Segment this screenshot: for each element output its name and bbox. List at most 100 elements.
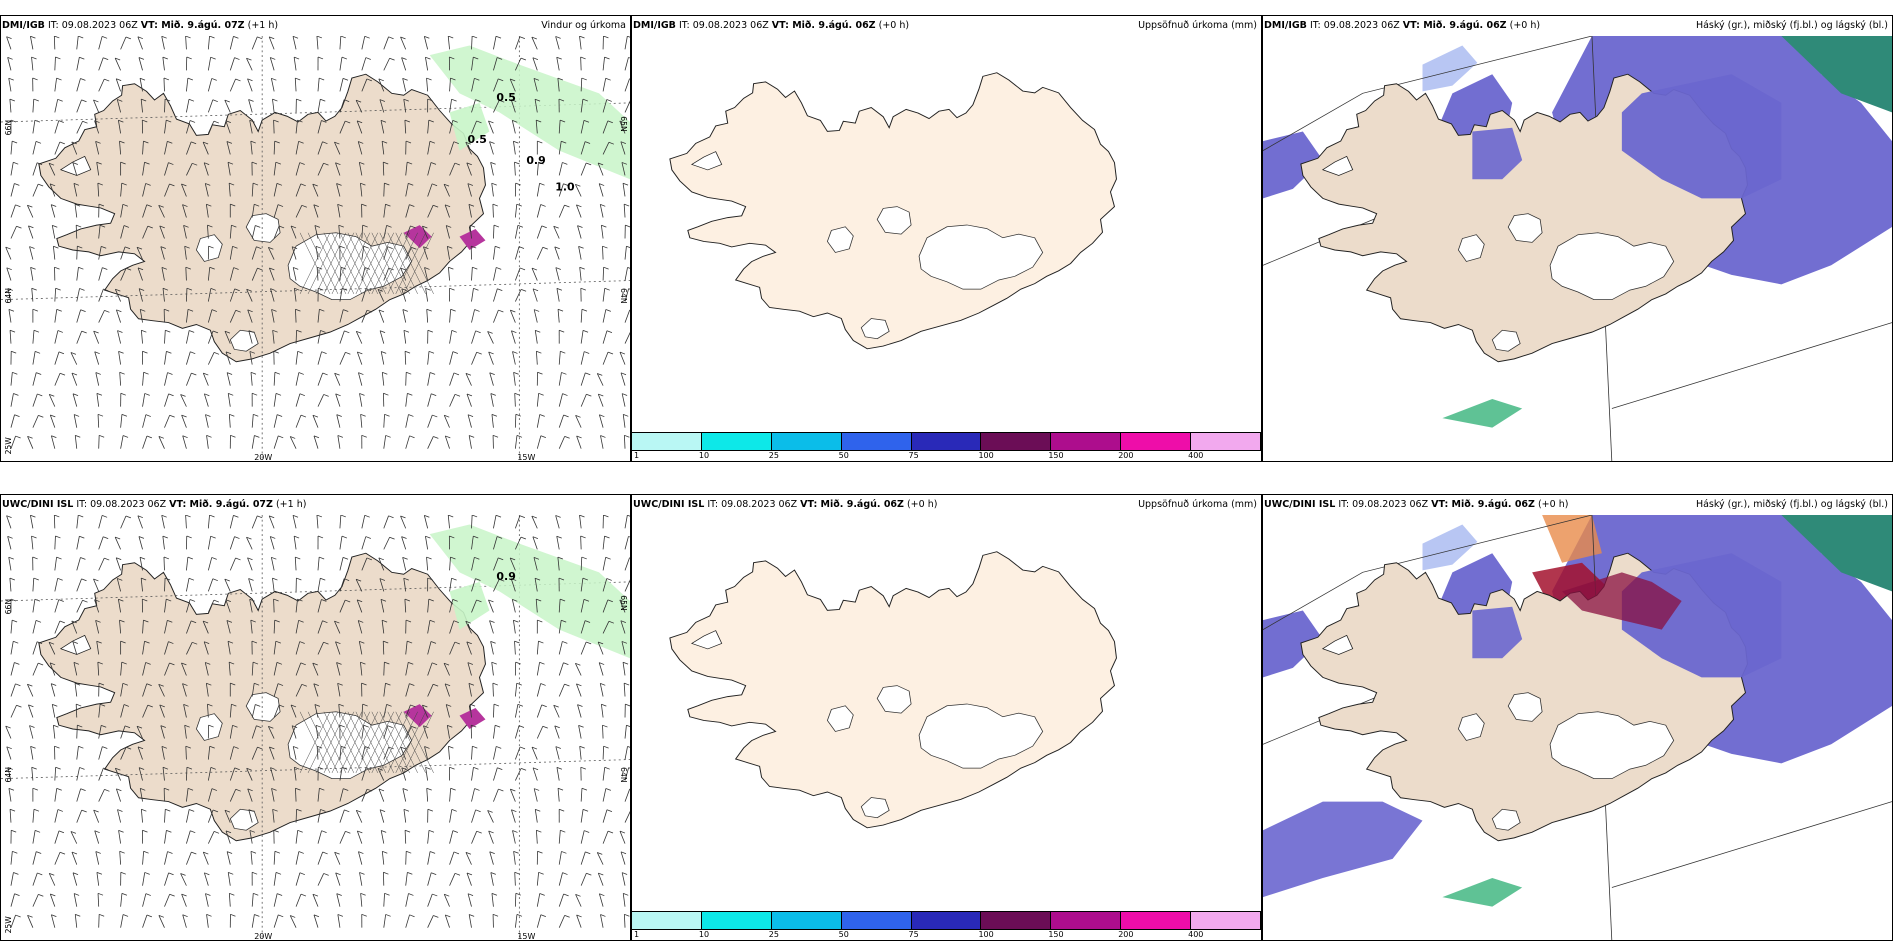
wind-barb-icon <box>71 620 78 634</box>
wind-barb-icon <box>211 309 218 312</box>
wind-barb-icon <box>30 36 34 50</box>
wind-barb-icon <box>339 515 342 529</box>
wind-barb-icon <box>6 515 12 529</box>
wind-barb-icon <box>273 119 279 123</box>
wind-barb-icon <box>600 225 604 239</box>
wind-barb-icon <box>184 245 190 249</box>
wind-barb-icon <box>622 183 626 197</box>
wind-barb-icon <box>207 600 215 613</box>
wind-barb-icon <box>355 100 363 113</box>
wind-barb-icon <box>533 78 538 92</box>
wind-barb-icon <box>403 330 407 344</box>
wind-barb-icon <box>620 620 626 623</box>
wind-barb-icon <box>270 57 276 60</box>
wind-barb-icon <box>295 77 301 81</box>
wind-barb-icon <box>358 141 364 144</box>
wind-barb-icon <box>608 620 615 624</box>
longitude-label: 15W <box>517 453 535 462</box>
wind-barb-icon <box>119 141 122 155</box>
wind-barb-icon <box>580 372 586 386</box>
wind-barb-icon <box>426 309 429 323</box>
wind-barb-icon <box>378 309 385 323</box>
wind-barb-icon <box>269 515 275 519</box>
wind-barb-icon <box>513 140 519 144</box>
wind-barb-icon <box>235 788 241 792</box>
high-cloud-area <box>1442 398 1523 428</box>
wind-barb-icon <box>538 640 544 644</box>
wind-barb-icon <box>254 682 260 686</box>
wind-barb-icon <box>292 36 299 39</box>
wind-barb-icon <box>580 351 585 365</box>
wind-barb-icon <box>162 287 169 291</box>
wind-barb-icon <box>337 914 343 917</box>
wind-barb-icon <box>299 872 306 876</box>
wind-barb-icon <box>228 183 231 197</box>
wind-barb-icon <box>73 414 78 428</box>
wind-barb-icon <box>103 536 109 539</box>
wind-barb-icon <box>452 351 459 354</box>
wind-barb-icon <box>140 788 146 791</box>
wind-barb-icon <box>51 204 57 207</box>
wind-barb-icon <box>450 787 456 791</box>
wind-barb-icon <box>580 809 584 823</box>
wind-barb-icon <box>212 578 218 582</box>
wind-barb-icon <box>514 225 519 239</box>
wind-barb-icon <box>247 788 253 792</box>
wind-barb-icon <box>429 619 436 623</box>
latitude-label: 65N <box>619 595 628 611</box>
latitude-label: 65N <box>619 116 628 132</box>
wind-barb-icon <box>256 725 262 729</box>
wind-barb-icon <box>164 415 171 428</box>
wind-barb-icon <box>427 162 432 176</box>
wind-barb-icon <box>74 414 80 417</box>
wind-barb-icon <box>557 78 560 92</box>
wind-barb-icon <box>167 141 173 144</box>
wind-barb-icon <box>268 36 275 50</box>
wind-barb-icon <box>497 767 503 770</box>
wind-barb-icon <box>169 414 175 418</box>
wind-barb-icon <box>295 183 302 197</box>
wind-barb-icon <box>97 662 100 676</box>
wind-barb-icon <box>445 704 450 718</box>
wind-barb-icon <box>447 724 453 728</box>
wind-barb-icon <box>313 683 319 697</box>
wind-barb-icon <box>77 245 83 249</box>
wind-barb-icon <box>498 788 504 792</box>
graticule-line <box>1 36 630 461</box>
wind-barb-icon <box>212 330 219 334</box>
wind-barb-icon <box>250 371 257 375</box>
wind-barb-icon <box>78 515 84 518</box>
wind-barb-icon <box>225 351 232 355</box>
wind-barb-icon <box>49 183 56 197</box>
wind-barb-icon <box>381 620 385 634</box>
wind-barb-icon <box>93 809 99 813</box>
glacier-outline <box>1491 808 1521 831</box>
wind-barb-icon <box>142 914 148 928</box>
wind-barb-icon <box>427 329 434 333</box>
wind-barb-icon <box>32 99 35 113</box>
wind-barb-icon <box>383 725 389 739</box>
wind-barb-icon <box>58 599 64 602</box>
wind-barb-icon <box>186 351 191 365</box>
wind-barb-icon <box>249 598 255 602</box>
colorbar-tick-label: 150 <box>1048 451 1064 460</box>
wind-barb-icon <box>295 851 300 865</box>
wind-barb-icon <box>6 746 12 750</box>
wind-barb-icon <box>95 141 101 144</box>
wind-barb-icon <box>314 704 321 707</box>
wind-barb-icon <box>383 392 389 396</box>
wind-barb-icon <box>163 557 165 571</box>
wind-barb-icon <box>53 725 56 739</box>
wind-barb-icon <box>560 350 566 354</box>
wind-barb-icon <box>34 830 41 833</box>
wind-barb-icon <box>271 309 277 312</box>
wind-barb-icon <box>449 851 455 865</box>
wind-barb-icon <box>558 662 564 676</box>
wind-barb-icon <box>519 267 526 271</box>
wind-barb-icon <box>297 350 303 354</box>
wind-barb-icon <box>78 266 84 270</box>
wind-barb-icon <box>312 662 319 676</box>
wind-barb-icon <box>406 850 412 854</box>
wind-barb-icon <box>93 330 99 334</box>
wind-barb-icon <box>9 329 16 333</box>
